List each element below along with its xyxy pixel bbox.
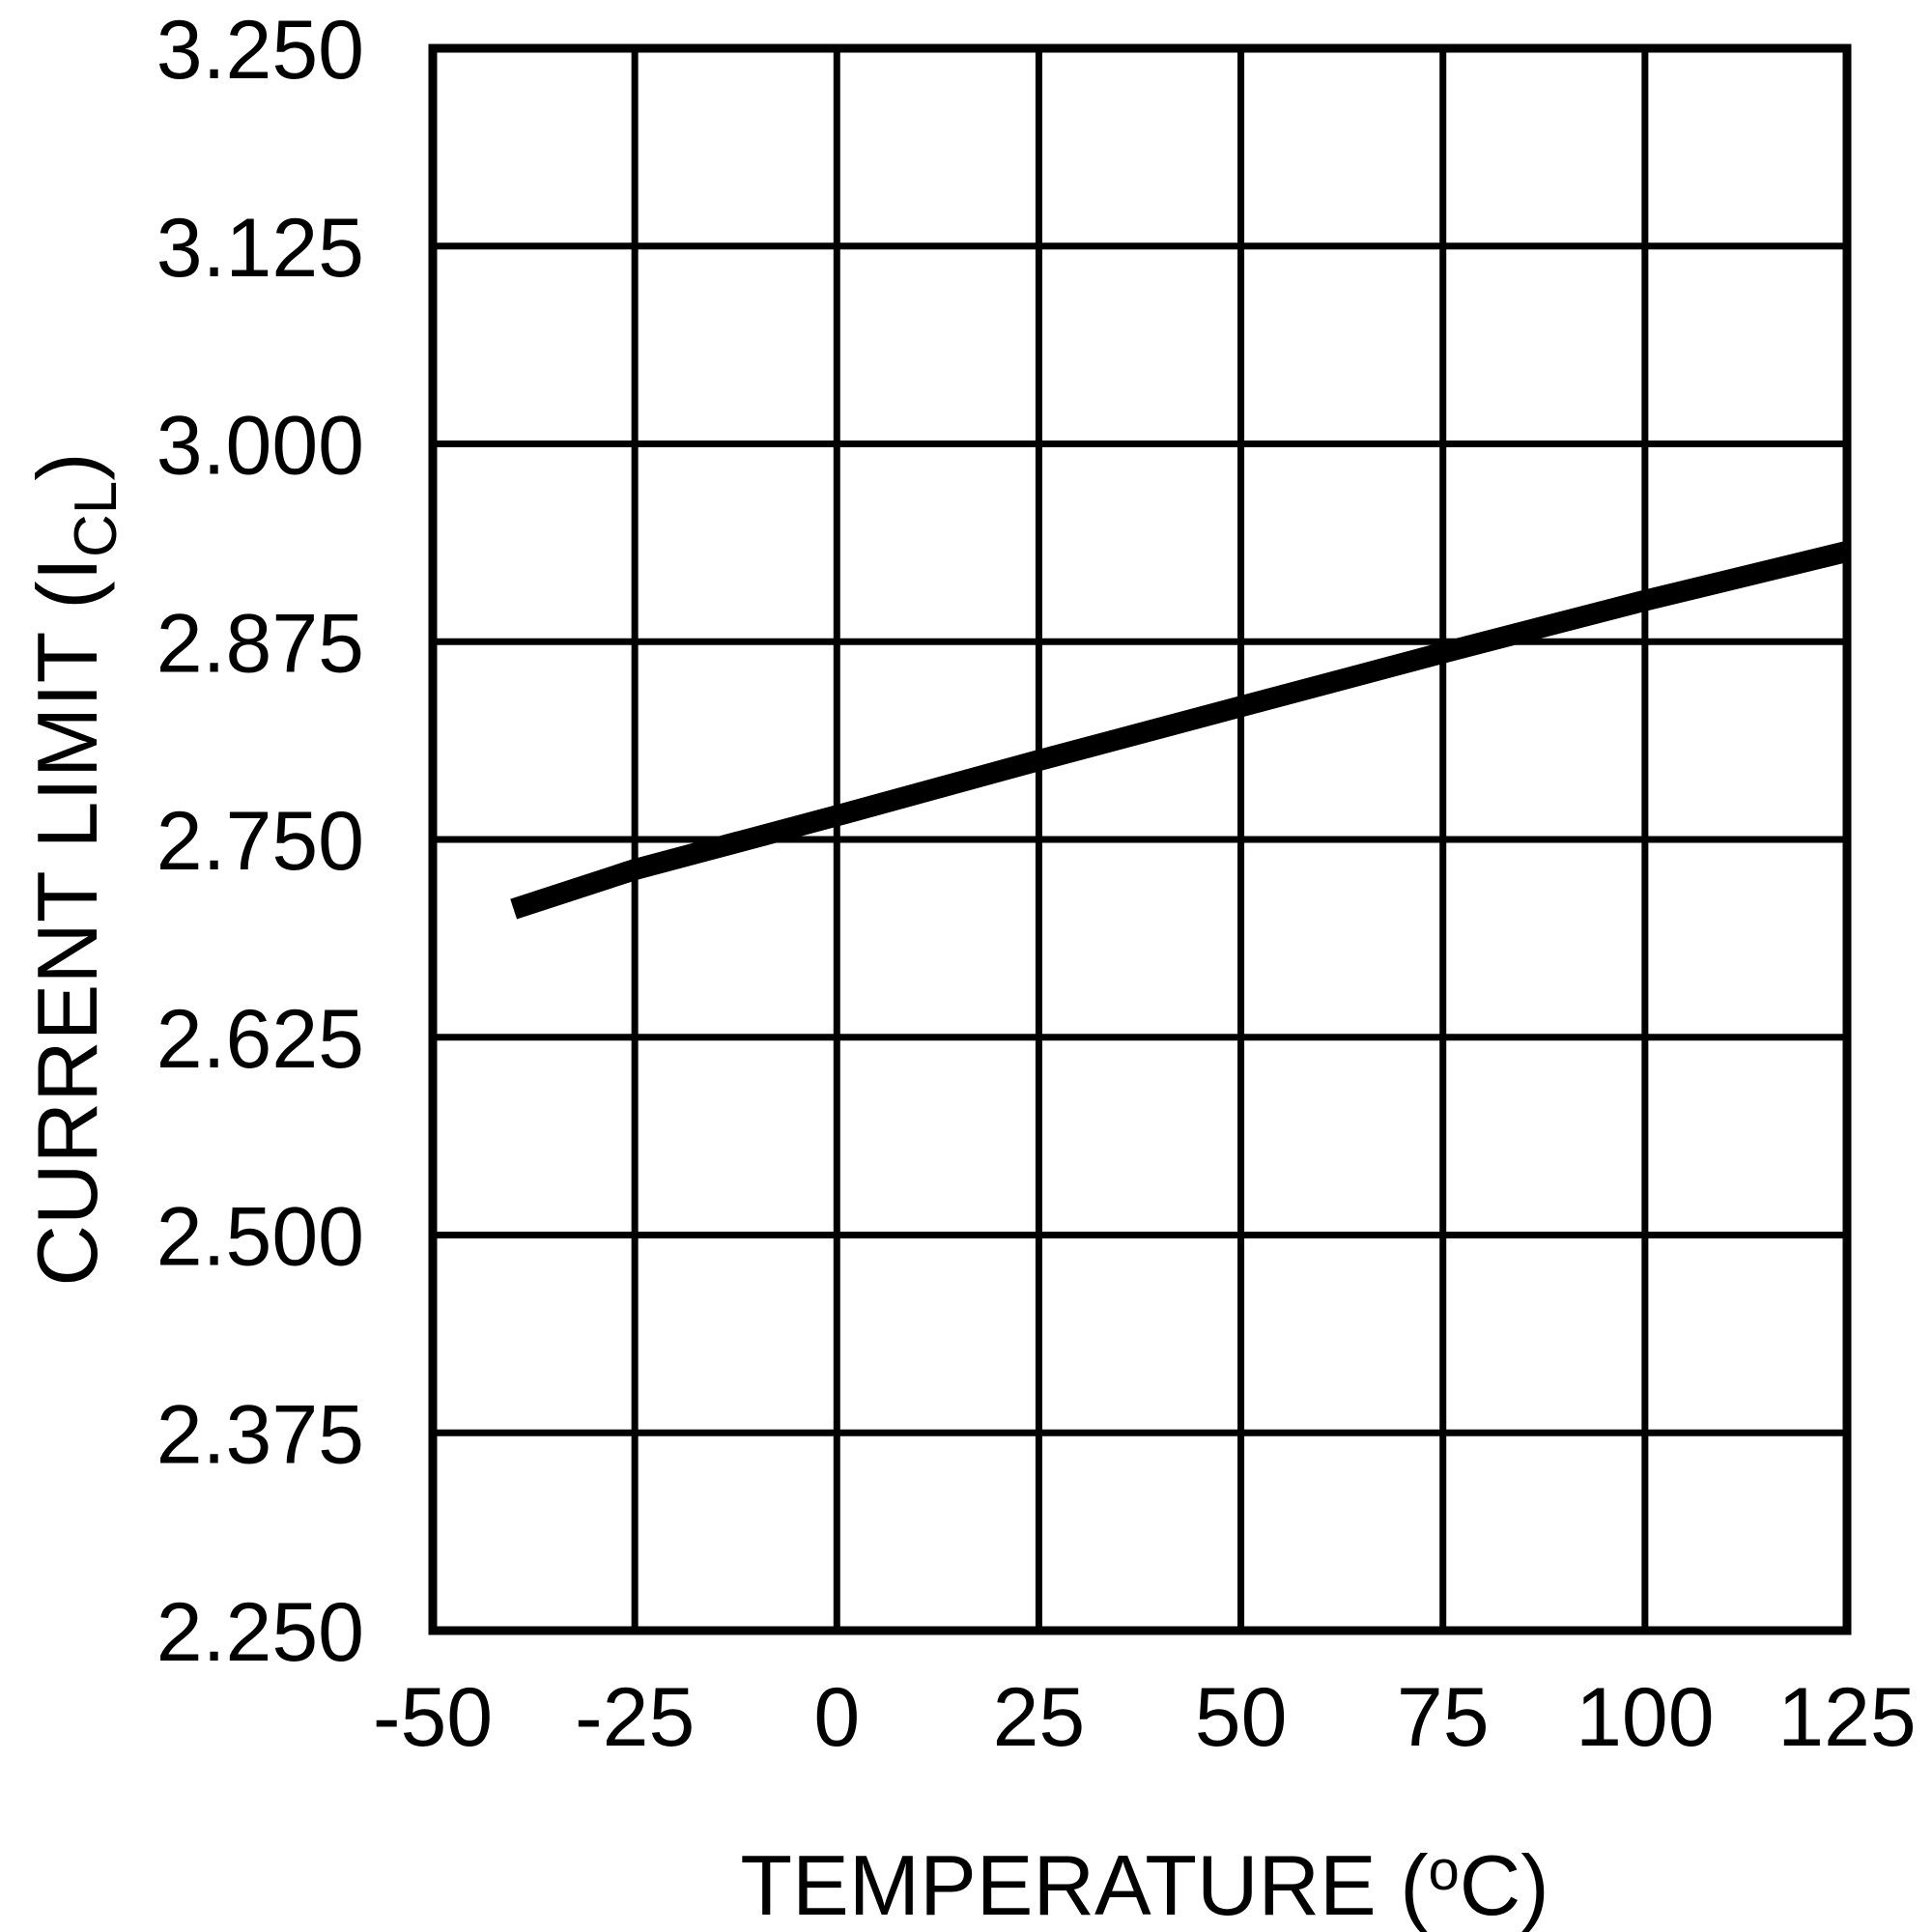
x-tick-label: 75 bbox=[1397, 1671, 1490, 1764]
y-axis-tick-labels: 3.250 3.125 3.000 2.875 2.750 2.625 2.500 2.375… bbox=[156, 4, 364, 1679]
x-axis-title-end: C) bbox=[1460, 1837, 1549, 1932]
y-axis-title: CURRENT LIMIT (ICL) bbox=[19, 452, 129, 1286]
plot-frame bbox=[428, 43, 1852, 1635]
x-tick-label: 50 bbox=[1195, 1671, 1288, 1764]
icl-subscript: CL bbox=[63, 481, 129, 557]
y-tick-label: 3.125 bbox=[156, 202, 364, 295]
x-tick-label: 125 bbox=[1777, 1671, 1917, 1764]
y-tick-label: 2.875 bbox=[156, 597, 364, 690]
gridlines bbox=[429, 44, 1851, 1634]
y-axis-title-main: CURRENT LIMIT (I bbox=[19, 557, 115, 1287]
y-tick-label: 2.625 bbox=[156, 993, 364, 1086]
current-limit-line bbox=[510, 541, 1850, 920]
x-tick-label: 100 bbox=[1576, 1671, 1715, 1764]
y-tick-label: 3.000 bbox=[156, 400, 364, 493]
y-tick-label: 2.375 bbox=[156, 1388, 364, 1481]
y-tick-label: 2.750 bbox=[156, 795, 364, 888]
x-axis-title: TEMPERATURE (oC) bbox=[740, 1837, 1548, 1932]
x-tick-label: -50 bbox=[373, 1671, 493, 1764]
x-tick-label: -25 bbox=[575, 1671, 695, 1764]
y-tick-label: 3.250 bbox=[156, 4, 364, 97]
y-axis-title-end: ) bbox=[19, 452, 115, 480]
x-axis-title-main: TEMPERATURE ( bbox=[740, 1837, 1428, 1932]
y-tick-label: 2.500 bbox=[156, 1191, 364, 1284]
x-tick-label: 25 bbox=[993, 1671, 1086, 1764]
degree-superscript: o bbox=[1429, 1839, 1460, 1902]
x-tick-label: 0 bbox=[813, 1671, 860, 1764]
x-axis-tick-labels: -50 -25 0 25 50 75 100 125 bbox=[373, 1671, 1917, 1764]
y-tick-label: 2.250 bbox=[156, 1586, 364, 1679]
